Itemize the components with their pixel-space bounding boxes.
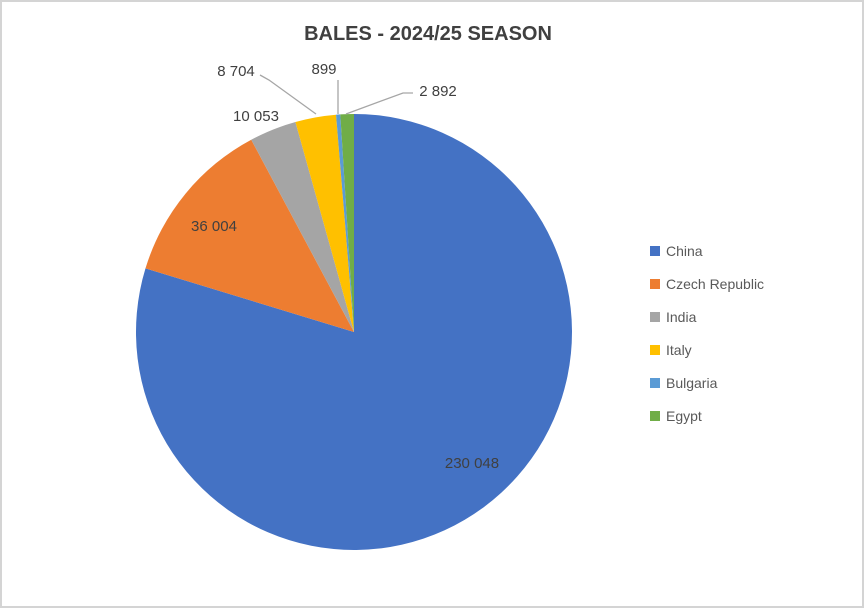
legend-label-china: China bbox=[666, 242, 703, 259]
legend-swatch-italy-icon bbox=[650, 344, 660, 355]
legend-swatch-bulgaria-icon bbox=[650, 377, 660, 388]
legend-label-india: India bbox=[666, 308, 697, 325]
legend-label-bulgaria: Bulgaria bbox=[666, 374, 718, 391]
legend-item-bulgaria[interactable]: Bulgaria bbox=[650, 372, 764, 393]
pie-slice-czech-republic[interactable] bbox=[145, 139, 354, 332]
legend-swatch-egypt-icon bbox=[650, 410, 660, 421]
legend-swatch-india-icon bbox=[650, 311, 660, 322]
legend-swatch-czech-republic-icon bbox=[650, 278, 660, 289]
leader-lines bbox=[259, 74, 413, 115]
data-label-egypt: 2 892 bbox=[419, 83, 457, 100]
data-label-china: 230 048 bbox=[445, 455, 499, 472]
legend-item-india[interactable]: India bbox=[650, 306, 764, 327]
legend-item-italy[interactable]: Italy bbox=[650, 339, 764, 360]
pie-slice-italy[interactable] bbox=[295, 114, 354, 333]
legend-label-czech-republic: Czech Republic bbox=[666, 275, 765, 292]
data-labels: 230 048 36 004 10 053 8 704 899 2 892 bbox=[191, 61, 499, 472]
legend: China Czech Republic India Italy Bulgari… bbox=[650, 240, 764, 438]
leader-line-egypt bbox=[345, 92, 413, 115]
data-label-italy: 8 704 bbox=[217, 63, 255, 80]
legend-item-egypt[interactable]: Egypt bbox=[650, 405, 764, 426]
legend-item-china[interactable]: China bbox=[650, 240, 764, 261]
legend-swatch-china-icon bbox=[650, 245, 660, 256]
data-label-bulgaria: 899 bbox=[311, 61, 336, 78]
legend-item-czech-republic[interactable]: Czech Republic bbox=[650, 273, 764, 294]
data-label-india: 10 053 bbox=[233, 108, 279, 125]
pie-slice-egypt[interactable] bbox=[340, 113, 354, 332]
data-label-czech-republic: 36 004 bbox=[191, 218, 237, 235]
legend-label-egypt: Egypt bbox=[666, 407, 702, 424]
pie-slice-china[interactable] bbox=[135, 114, 572, 550]
leader-line-italy bbox=[259, 74, 317, 115]
chart-title: BALES - 2024/25 SEASON bbox=[304, 23, 552, 45]
pie-slices bbox=[135, 113, 572, 550]
pie-slice-bulgaria[interactable] bbox=[336, 114, 354, 333]
pie-slice-india[interactable] bbox=[251, 122, 354, 333]
legend-label-italy: Italy bbox=[666, 341, 692, 358]
